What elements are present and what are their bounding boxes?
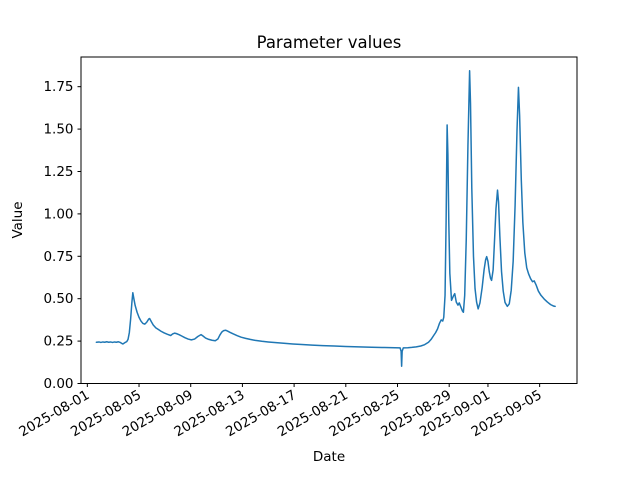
y-axis-ticks: 0.00 0.25 0.50 0.75 1.00 1.25 1.50 1.75 [43, 79, 81, 392]
y-tick-label: 1.00 [43, 206, 73, 222]
y-axis-label: Value [10, 201, 26, 238]
y-tick-label: 1.75 [43, 79, 73, 95]
data-series [95, 69, 556, 367]
chart-title: Parameter values [257, 33, 402, 52]
y-tick-label: 0.25 [43, 334, 73, 350]
y-tick-label: 0.50 [43, 291, 73, 307]
plot-border [80, 56, 578, 384]
y-tick-label: 0.75 [43, 249, 73, 265]
x-axis-ticks: 2025-08-012025-08-052025-08-092025-08-13… [16, 383, 545, 440]
x-axis-label: Date [313, 449, 345, 465]
y-tick-label: 1.25 [43, 164, 73, 180]
y-tick-label: 0.00 [43, 376, 73, 392]
y-tick-label: 1.50 [43, 122, 73, 138]
data-line-parameter-value [95, 69, 556, 367]
